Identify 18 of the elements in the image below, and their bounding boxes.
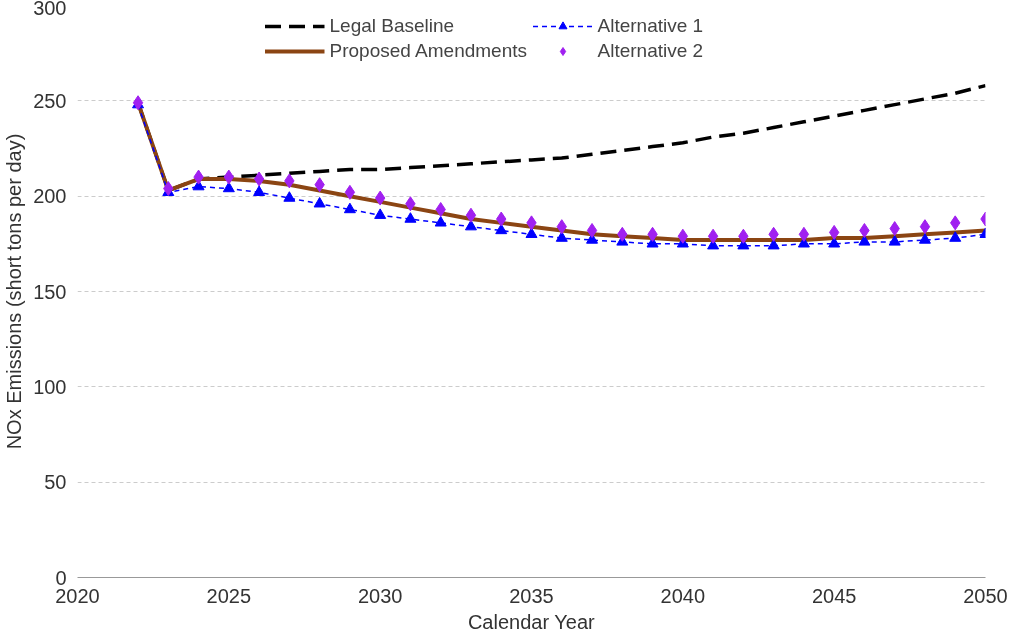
x-tick-label: 2035 (509, 584, 554, 607)
legend-label: Alternative 2 (597, 40, 705, 62)
y-tick-label: 150 (33, 280, 67, 303)
x-axis-title: Calendar Year (467, 610, 596, 633)
y-tick-label: 250 (33, 89, 67, 112)
x-tick-label: 2045 (811, 584, 857, 607)
x-tick-label: 2050 (963, 584, 1008, 607)
y-tick-label: 100 (33, 375, 67, 398)
x-tick-label: 2025 (206, 584, 252, 607)
legend-label: Alternative 1 (597, 15, 705, 37)
y-tick-label: 300 (33, 0, 67, 19)
y-tick-label: 50 (44, 471, 67, 494)
y-axis-title: NOx Emissions (short tons per day) (3, 133, 26, 450)
legend-label: Proposed Amendments (329, 40, 528, 62)
y-tick-label: 200 (33, 185, 67, 208)
x-tick-label: 2040 (660, 584, 706, 607)
x-tick-label: 2030 (357, 584, 403, 607)
legend-label: Legal Baseline (329, 15, 456, 37)
